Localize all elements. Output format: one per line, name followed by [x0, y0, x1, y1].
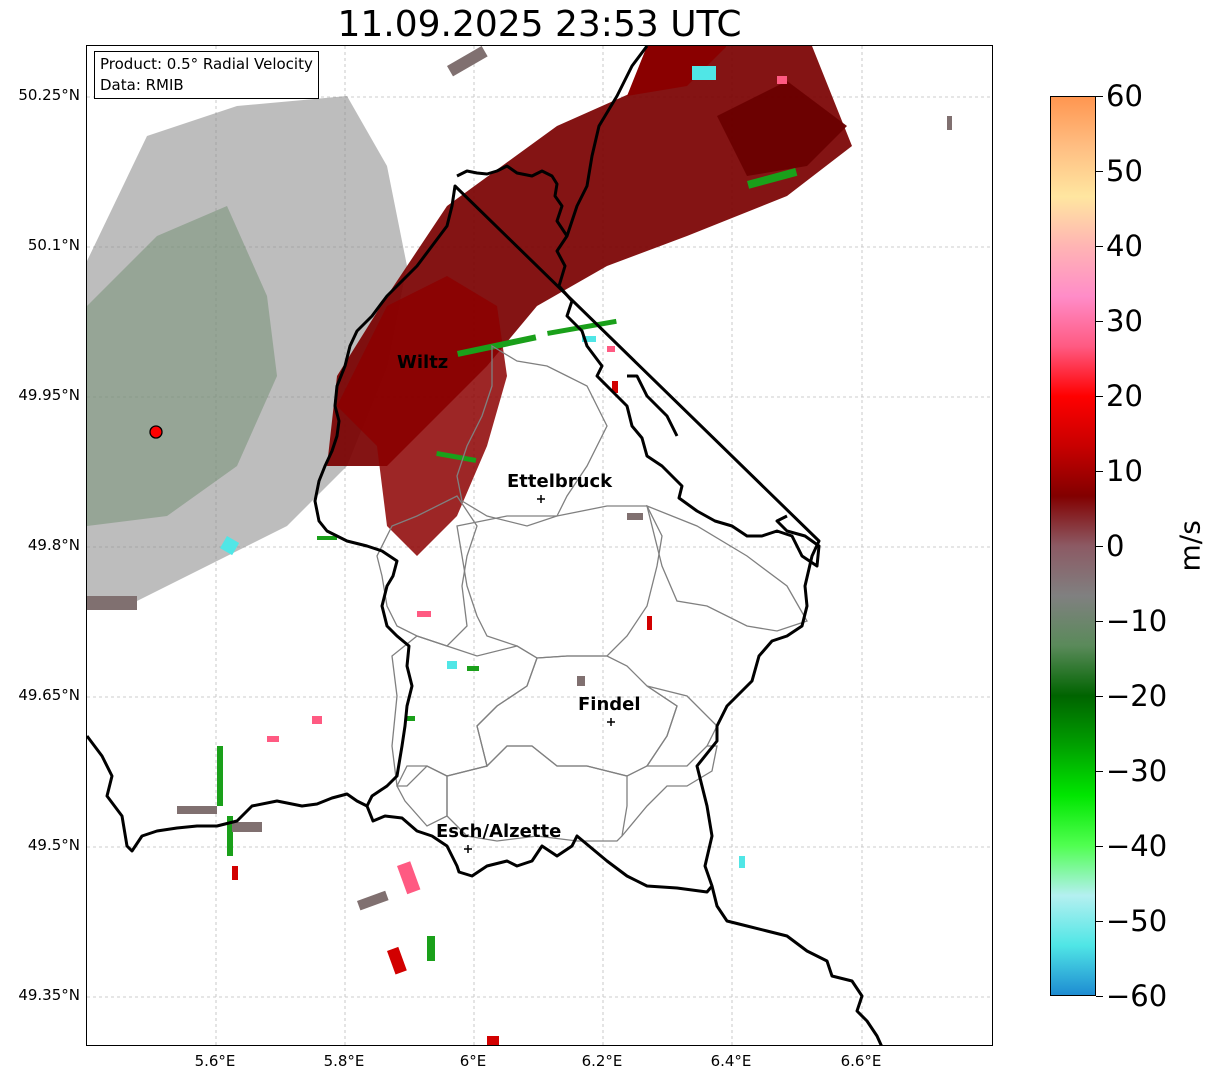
colorbar-tick-mark	[1096, 321, 1103, 322]
radar-site-marker[interactable]	[149, 425, 163, 439]
lon-tick-label: 6.2°E	[581, 1052, 623, 1070]
colorbar-tick-mark	[1096, 771, 1103, 772]
colorbar-tick-mark	[1096, 996, 1103, 997]
velocity-echo-clutter	[87, 46, 952, 911]
lat-tick-label: 50.1°N	[27, 236, 80, 254]
city-label-wiltz: Wiltz	[397, 352, 449, 373]
velocity-echo-inbound-scatter	[232, 381, 652, 1045]
colorbar-tick-label: 0	[1106, 529, 1125, 563]
velocity-colorbar	[1050, 96, 1096, 996]
velocity-echo-cyan	[220, 66, 745, 868]
city-label-findel: Findel	[578, 694, 641, 715]
data-source-label: Data: RMIB	[100, 76, 184, 94]
colorbar-tick-mark	[1096, 471, 1103, 472]
lat-tick-label: 49.35°N	[18, 986, 80, 1004]
city-label-esch-alzette: Esch/Alzette	[436, 821, 562, 842]
colorbar-tick-label: −30	[1106, 754, 1168, 788]
colorbar-tick-mark	[1096, 621, 1103, 622]
velocity-echo-outbound	[217, 168, 798, 961]
colorbar-tick-label: 50	[1106, 154, 1143, 188]
product-label: Product: 0.5° Radial Velocity	[100, 55, 313, 73]
colorbar-tick-mark	[1096, 546, 1103, 547]
colorbar-tick-mark	[1096, 171, 1103, 172]
colorbar-tick-label: −60	[1106, 979, 1168, 1013]
colorbar-tick-label: 30	[1106, 304, 1143, 338]
colorbar-tick-mark	[1096, 846, 1103, 847]
map-canvas	[87, 46, 992, 1045]
lon-tick-label: 6.6°E	[840, 1052, 882, 1070]
colorbar-tick-label: 10	[1106, 454, 1143, 488]
lat-tick-label: 49.95°N	[18, 386, 80, 404]
product-info-box: Product: 0.5° Radial Velocity Data: RMIB	[94, 51, 319, 99]
lon-tick-label: 5.8°E	[323, 1052, 365, 1070]
colorbar-tick-label: 20	[1106, 379, 1143, 413]
colorbar-tick-mark	[1096, 921, 1103, 922]
colorbar-tick-mark	[1096, 396, 1103, 397]
colorbar-tick-label: −50	[1106, 904, 1168, 938]
radar-map[interactable]	[86, 45, 993, 1046]
colorbar-tick-label: −40	[1106, 829, 1168, 863]
colorbar-tick-mark	[1096, 246, 1103, 247]
city-markers	[464, 495, 615, 853]
map-title: 11.09.2025 23:53 UTC	[337, 4, 742, 45]
lon-tick-label: 6°E	[459, 1052, 487, 1070]
lon-tick-label: 6.4°E	[710, 1052, 752, 1070]
canton-boundaries	[376, 344, 808, 842]
lon-tick-label: 5.6°E	[194, 1052, 236, 1070]
velocity-echo-inbound-band	[327, 46, 852, 556]
colorbar-tick-mark	[1096, 696, 1103, 697]
luxembourg-border	[87, 46, 883, 1045]
velocity-echo-near-radar	[87, 96, 407, 606]
colorbar-tick-label: 40	[1106, 229, 1143, 263]
colorbar-tick-mark	[1096, 96, 1103, 97]
lat-tick-label: 49.8°N	[27, 536, 80, 554]
city-label-ettelbruck: Ettelbruck	[507, 471, 613, 492]
colorbar-tick-label: 60	[1106, 79, 1143, 113]
colorbar-tick-label: −10	[1106, 604, 1168, 638]
lat-tick-label: 50.25°N	[18, 86, 80, 104]
lat-tick-label: 49.65°N	[18, 686, 80, 704]
colorbar-unit-label: m/s	[1173, 520, 1207, 572]
velocity-echo-outbound-pink	[267, 76, 787, 895]
lat-tick-label: 49.5°N	[27, 836, 80, 854]
colorbar-tick-label: −20	[1106, 679, 1168, 713]
